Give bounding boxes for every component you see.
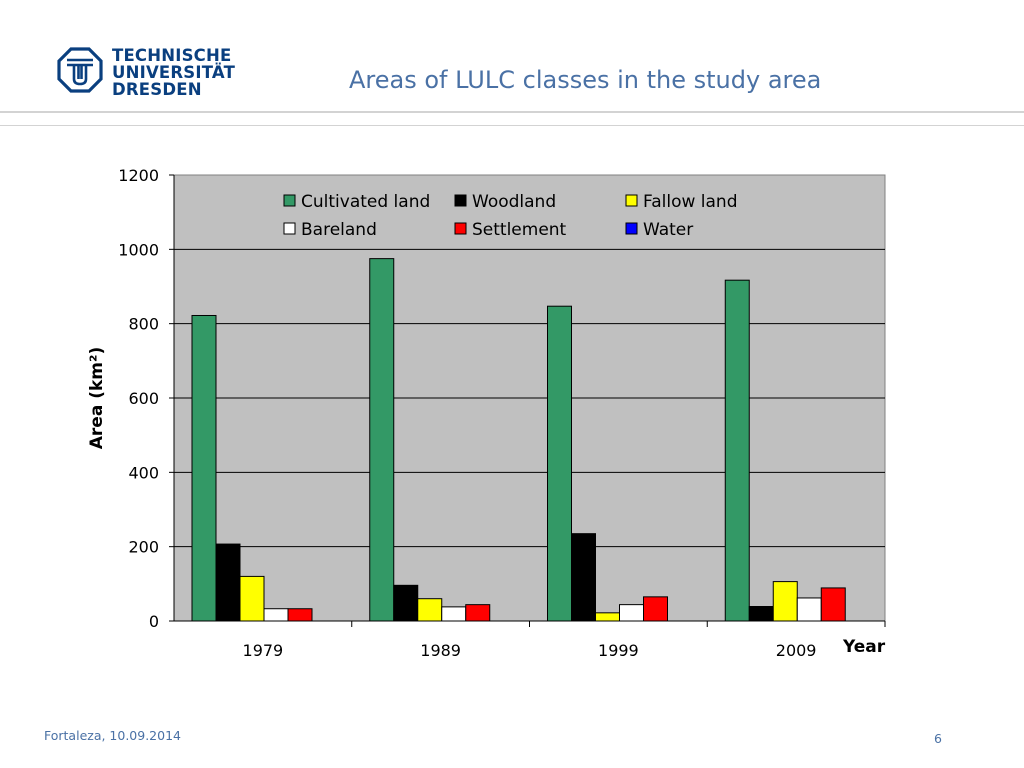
university-logo: TECHNISCHE UNIVERSITÄT DRESDEN: [56, 46, 235, 102]
legend-swatch: [283, 194, 296, 207]
y-tick-label: 600: [128, 389, 159, 408]
bar-fallow-land: [772, 581, 798, 622]
bar-settlement: [287, 608, 313, 622]
logo-wordmark: TECHNISCHE UNIVERSITÄT DRESDEN: [112, 47, 235, 98]
logo-line: UNIVERSITÄT: [112, 63, 236, 82]
tu-dresden-emblem-icon: [57, 47, 103, 93]
y-tick-label: 800: [128, 315, 159, 334]
legend-swatch: [625, 194, 638, 207]
legend-label: Bareland: [301, 220, 377, 240]
bar-settlement: [643, 596, 668, 622]
y-tick-label: 400: [128, 463, 159, 482]
y-axis-title: Area (km²): [87, 347, 107, 449]
bar-fallow-land: [595, 612, 620, 622]
logo-line: TECHNISCHE: [112, 46, 232, 65]
slide-title: Areas of LULC classes in the study area: [349, 66, 822, 94]
legend-label: Woodland: [472, 192, 556, 212]
x-tick-label: 2009: [776, 641, 817, 660]
page-number: 6: [934, 731, 942, 746]
bar-cultivated-land: [191, 314, 217, 622]
bar-woodland: [571, 533, 596, 622]
legend-swatch: [454, 194, 467, 207]
y-tick-label: 0: [149, 612, 159, 631]
bar-settlement: [820, 587, 846, 622]
bar-fallow-land: [417, 598, 443, 622]
x-tick-label: 1989: [420, 641, 461, 660]
bar-fallow-land: [239, 575, 265, 622]
legend-label: Fallow land: [643, 192, 738, 212]
bar-bareland: [796, 597, 822, 622]
y-tick-label: 200: [128, 538, 159, 557]
bar-woodland: [215, 543, 241, 622]
bar-bareland: [619, 604, 644, 622]
bar-cultivated-land: [724, 279, 750, 622]
legend-swatch: [625, 222, 638, 235]
legend-label: Cultivated land: [301, 192, 430, 212]
footer-location-date: Fortaleza, 10.09.2014: [44, 728, 181, 743]
bar-bareland: [441, 606, 467, 622]
legend-swatch: [454, 222, 467, 235]
x-tick-label: 1979: [243, 641, 284, 660]
legend-label: Settlement: [472, 220, 567, 240]
y-tick-label: 1000: [118, 240, 159, 259]
y-tick-label: 1200: [118, 166, 159, 185]
legend-swatch: [283, 222, 296, 235]
legend-label: Water: [643, 220, 693, 240]
bar-woodland: [393, 584, 419, 622]
header-divider: [0, 125, 1024, 126]
logo-line: DRESDEN: [112, 80, 202, 99]
header-divider: [0, 111, 1024, 113]
lulc-bar-chart: 0 200 400 600 800 1000 1200 1979 1989 1999 2009 Cul…: [87, 166, 886, 660]
bar-woodland: [748, 606, 774, 622]
bar-settlement: [465, 604, 491, 622]
x-tick-label: 1999: [598, 641, 639, 660]
x-axis-title: Year: [842, 637, 886, 657]
bar-cultivated-land: [369, 258, 395, 622]
slide-header: TECHNISCHE UNIVERSITÄT DRESDEN Areas of …: [0, 0, 1024, 128]
bar-cultivated-land: [547, 305, 572, 622]
bar-bareland: [263, 608, 289, 622]
